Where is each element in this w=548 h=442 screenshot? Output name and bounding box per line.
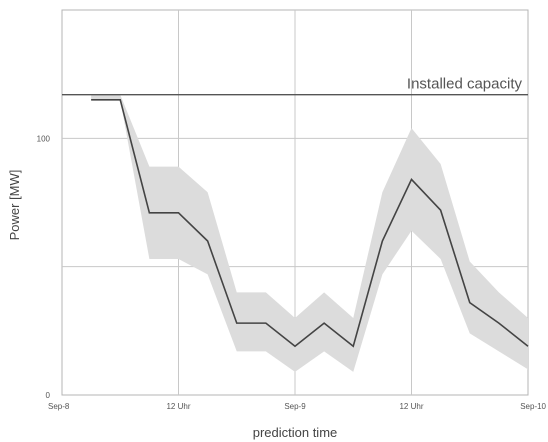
- x-tick-label: Sep-9: [284, 402, 306, 411]
- confidence-band-0: [91, 94, 528, 372]
- y-tick-label: 100: [37, 134, 51, 143]
- y-tick-labels: 0 100: [37, 134, 51, 400]
- y-tick-label: 0: [46, 391, 51, 400]
- capacity-label: Installed capacity: [407, 76, 523, 93]
- x-tick-labels: Sep-8 12 Uhr Sep-9 12 Uhr Sep-10: [48, 402, 547, 411]
- x-axis-title: prediction time: [253, 425, 338, 440]
- y-axis-title: Power [MW]: [7, 170, 22, 241]
- series-line-0: [91, 99, 529, 348]
- x-tick-label: 12 Uhr: [399, 402, 423, 411]
- series-lines: [91, 99, 529, 348]
- x-tick-label: 12 Uhr: [166, 402, 190, 411]
- annotations: Installed capacity: [62, 76, 528, 96]
- uncertainty-band: [91, 94, 528, 372]
- x-tick-label: Sep-8: [48, 402, 70, 411]
- x-tick-label: Sep-10: [520, 402, 546, 411]
